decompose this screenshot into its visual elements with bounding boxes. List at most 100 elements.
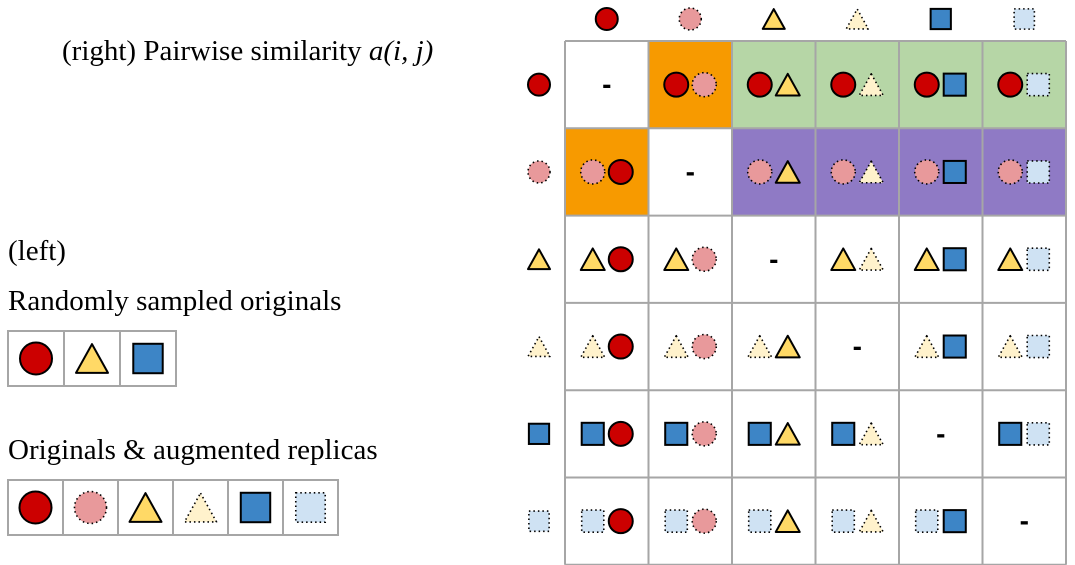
square-aug-icon (580, 509, 605, 533)
matrix-cell-pair (663, 71, 718, 98)
highlight-cell (565, 128, 649, 216)
square-icon (942, 509, 967, 534)
circle-icon (663, 71, 690, 98)
circle-aug-icon (691, 246, 718, 273)
circle-icon (607, 158, 634, 185)
matrix-cell-pair (998, 421, 1051, 446)
left-section-label: (left) (8, 235, 66, 267)
square-icon (942, 334, 967, 359)
matrix-cell-pair (913, 71, 967, 98)
triangle-icon (579, 247, 606, 272)
circle-aug-icon (691, 508, 718, 534)
matrix-cell-pair (746, 71, 801, 98)
matrix-cell-pair (830, 247, 885, 272)
title-formula: a(i, j) (368, 35, 434, 67)
square-aug-icon (914, 509, 939, 533)
square-icon (942, 159, 967, 184)
matrix-cell-pair (747, 509, 801, 533)
matrix-cell-pair (579, 158, 634, 185)
column-header-circle-aug-icon (678, 7, 703, 31)
matrix-cell-pair (579, 333, 634, 360)
matrix-cell-pair (747, 421, 801, 446)
matrix-cell-pair (913, 247, 967, 272)
row-header-circle-icon (527, 72, 551, 97)
triangle-icon (774, 334, 801, 359)
square-aug-icon (831, 509, 856, 533)
sampled-originals-label: Randomly sampled originals (8, 285, 342, 317)
square-icon (239, 491, 272, 524)
triangle-aug-icon (858, 247, 885, 271)
triangle-icon (997, 247, 1024, 272)
circle-aug-icon (691, 71, 718, 98)
triangle-aug-icon (663, 334, 690, 359)
similarity-matrix: - - - - - - (527, 7, 1067, 565)
circle-icon (746, 71, 773, 98)
square-icon (942, 247, 967, 272)
matrix-cell-pair (579, 246, 634, 273)
triangle-aug-icon (997, 334, 1024, 359)
circle-aug-icon (691, 333, 718, 360)
matrix-cell-pair (997, 71, 1051, 98)
square-aug-icon (1026, 247, 1051, 272)
triangle-icon (774, 422, 801, 446)
matrix-cell-pair (831, 421, 885, 446)
triangle-aug-icon (858, 160, 885, 184)
highlight-cell (982, 41, 1066, 129)
diagonal-dash: - (602, 69, 611, 100)
square-aug-icon (664, 509, 689, 533)
highlight-cell (648, 41, 732, 129)
square-aug-icon (1026, 334, 1051, 359)
circle-icon (607, 333, 634, 360)
triangle-aug-icon (858, 422, 885, 446)
row-header-triangle-icon (527, 248, 551, 271)
matrix-cell-pair (997, 334, 1051, 359)
square-icon (747, 421, 772, 446)
circle-icon (997, 71, 1024, 98)
circle-aug-icon (913, 159, 940, 185)
sampled-originals-strip (7, 330, 177, 387)
augmented-replicas-strip (7, 479, 339, 536)
square-icon (580, 421, 605, 446)
matrix-cell-pair (997, 159, 1051, 185)
diagonal-dash: - (769, 243, 778, 274)
square-icon (998, 421, 1023, 446)
circle-aug-icon (830, 159, 857, 185)
column-header-triangle-aug-icon (845, 8, 870, 30)
square-icon (132, 342, 164, 375)
title-prefix: (right) Pairwise similarity (62, 35, 369, 67)
matrix-cell-pair (663, 333, 718, 360)
diagonal-dash: - (853, 331, 862, 362)
column-header-square-aug-icon (1013, 8, 1036, 30)
square-icon (942, 72, 967, 97)
column-header-square-icon (929, 7, 952, 31)
square-aug-icon (1026, 160, 1051, 184)
circle-aug-icon (579, 159, 606, 185)
column-header-circle-icon (594, 7, 619, 31)
circle-aug-icon (746, 159, 773, 185)
square-aug-icon (1026, 72, 1051, 97)
square-icon (831, 421, 856, 446)
triangle-icon (913, 247, 940, 272)
matrix-cell-pair (914, 509, 967, 534)
row-header-square-icon (527, 422, 551, 445)
highlight-cell (815, 128, 899, 216)
matrix-cell-pair (580, 420, 634, 447)
triangle-icon (663, 247, 690, 272)
pairwise-similarity-title: (right) Pairwise similarity a(i, j) (62, 37, 433, 66)
matrix-cell-pair (913, 159, 967, 185)
matrix-cell-pair (664, 421, 718, 447)
square-icon (664, 421, 689, 446)
highlight-cell (982, 128, 1066, 216)
triangle-aug-icon (913, 334, 940, 359)
matrix-cell-pair (830, 159, 885, 185)
matrix-cell-pair (664, 508, 718, 534)
triangle-icon (830, 247, 857, 272)
triangle-aug-icon (858, 509, 885, 533)
triangle-icon (774, 160, 801, 184)
diagonal-dash: - (936, 418, 945, 449)
circle-icon (607, 420, 634, 447)
triangle-aug-icon (858, 73, 885, 97)
circle-aug-icon (691, 421, 718, 447)
circle-aug-icon (73, 490, 108, 525)
